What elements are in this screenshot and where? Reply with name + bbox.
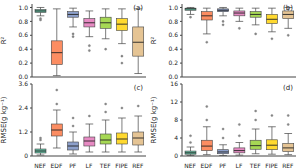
- svg-text:REF: REF: [132, 162, 144, 168]
- svg-text:3.6: 3.6: [18, 80, 28, 87]
- svg-text:0.4: 0.4: [168, 45, 178, 52]
- svg-text:REF: REF: [282, 162, 292, 168]
- svg-text:16: 16: [170, 80, 178, 87]
- html-text:(d): (d): [283, 84, 293, 92]
- svg-text:R²: R²: [150, 36, 158, 44]
- svg-text:8: 8: [174, 116, 178, 123]
- svg-text:NEF: NEF: [184, 162, 196, 168]
- html-text:(a): (a): [133, 4, 143, 12]
- svg-text:2.4: 2.4: [18, 104, 28, 111]
- svg-text:1.0: 1.0: [18, 4, 28, 11]
- svg-text:0.4: 0.4: [18, 45, 28, 52]
- svg-text:0: 0: [174, 152, 178, 159]
- svg-text:EDF: EDF: [200, 162, 212, 168]
- svg-text:EDF: EDF: [50, 162, 62, 168]
- svg-text:4: 4: [174, 134, 178, 141]
- svg-text:LF: LF: [86, 162, 93, 168]
- svg-text:NEF: NEF: [34, 162, 46, 168]
- svg-text:FIPE: FIPE: [115, 162, 128, 168]
- svg-text:TEF: TEF: [249, 162, 261, 168]
- svg-text:0.6: 0.6: [168, 31, 178, 38]
- svg-text:PF: PF: [219, 162, 227, 168]
- svg-text:PF: PF: [69, 162, 77, 168]
- svg-text:RMSE(g kg⁻¹): RMSE(g kg⁻¹): [8, 96, 9, 143]
- svg-text:0.0: 0.0: [168, 73, 178, 80]
- svg-text:0.0: 0.0: [18, 73, 28, 80]
- html-text:(c): (c): [133, 84, 143, 92]
- svg-text:LF: LF: [236, 162, 243, 168]
- html-text:(b): (b): [283, 4, 293, 12]
- svg-text:0.6: 0.6: [18, 31, 28, 38]
- svg-text:0: 0: [24, 152, 28, 159]
- svg-text:FIPE: FIPE: [265, 162, 278, 168]
- svg-text:1.0: 1.0: [168, 4, 178, 11]
- svg-text:1.2: 1.2: [18, 128, 28, 135]
- svg-text:RMSE(g kg⁻¹): RMSE(g kg⁻¹): [150, 96, 158, 143]
- svg-text:0.2: 0.2: [18, 59, 28, 66]
- svg-text:0.2: 0.2: [168, 59, 178, 66]
- svg-text:12: 12: [170, 98, 178, 105]
- svg-text:0.8: 0.8: [18, 18, 28, 25]
- svg-text:TEF: TEF: [99, 162, 111, 168]
- svg-text:R²: R²: [8, 36, 9, 44]
- svg-text:0.8: 0.8: [168, 18, 178, 25]
